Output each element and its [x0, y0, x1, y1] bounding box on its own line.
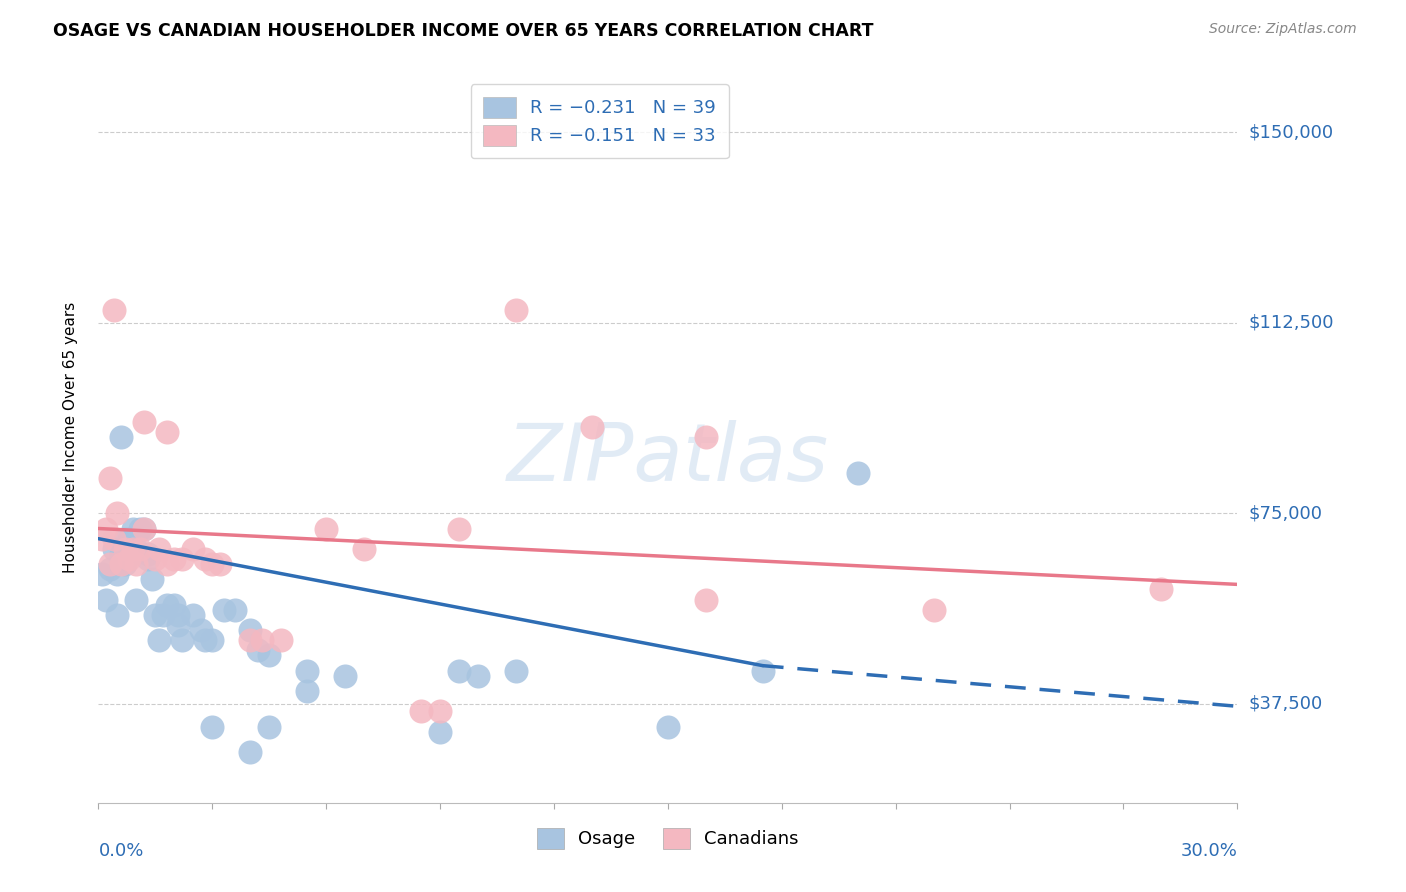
Point: [259, 720, 281, 734]
Text: $150,000: $150,000: [1249, 123, 1333, 141]
Point: [239, 633, 262, 648]
Point: [107, 506, 129, 520]
Point: [224, 603, 246, 617]
Point: [132, 415, 155, 429]
Text: $75,000: $75,000: [1249, 504, 1323, 523]
Point: [156, 557, 179, 571]
Point: [239, 745, 262, 759]
Point: [129, 541, 152, 556]
Point: [163, 552, 186, 566]
Point: [429, 724, 451, 739]
Point: [239, 623, 262, 637]
Point: [297, 684, 319, 698]
Point: [695, 592, 717, 607]
Point: [136, 552, 159, 566]
Point: [411, 705, 433, 719]
Point: [103, 541, 125, 556]
Point: [121, 521, 143, 535]
Point: [695, 430, 717, 444]
Point: [125, 592, 148, 607]
Point: [94, 521, 117, 535]
Point: [581, 420, 603, 434]
Point: [110, 557, 132, 571]
Point: [125, 541, 148, 556]
Point: [429, 705, 451, 719]
Point: [156, 425, 179, 439]
Y-axis label: Householder Income Over 65 years: Householder Income Over 65 years: [63, 301, 77, 573]
Point: [201, 720, 224, 734]
Point: [125, 557, 148, 571]
Point: [107, 567, 129, 582]
Point: [110, 430, 132, 444]
Point: [167, 607, 190, 622]
Point: [353, 541, 375, 556]
Point: [156, 598, 179, 612]
Text: $112,500: $112,500: [1249, 314, 1334, 332]
Text: ZIPatlas: ZIPatlas: [506, 420, 830, 498]
Point: [194, 552, 217, 566]
Point: [118, 552, 141, 566]
Point: [167, 618, 190, 632]
Point: [148, 541, 170, 556]
Point: [246, 643, 269, 657]
Text: Source: ZipAtlas.com: Source: ZipAtlas.com: [1209, 22, 1357, 37]
Text: $37,500: $37,500: [1249, 695, 1323, 713]
Point: [467, 669, 489, 683]
Point: [94, 592, 117, 607]
Point: [270, 633, 292, 648]
Point: [752, 664, 775, 678]
Point: [91, 567, 114, 582]
Point: [170, 552, 193, 566]
Point: [98, 471, 121, 485]
Point: [98, 557, 121, 571]
Point: [114, 541, 136, 556]
Point: [183, 607, 205, 622]
Point: [657, 720, 679, 734]
Point: [259, 648, 281, 663]
Point: [201, 557, 224, 571]
Point: [145, 552, 167, 566]
Point: [846, 466, 869, 480]
Point: [98, 562, 121, 576]
Point: [132, 521, 155, 535]
Point: [250, 633, 273, 648]
Point: [505, 664, 527, 678]
Point: [449, 521, 471, 535]
Point: [194, 633, 217, 648]
Point: [449, 664, 471, 678]
Point: [136, 547, 159, 561]
Point: [114, 557, 136, 571]
Text: 0.0%: 0.0%: [98, 842, 143, 860]
Point: [315, 521, 337, 535]
Point: [163, 598, 186, 612]
Point: [183, 541, 205, 556]
Point: [103, 303, 125, 318]
Point: [145, 607, 167, 622]
Point: [152, 607, 174, 622]
Point: [118, 532, 141, 546]
Point: [121, 541, 143, 556]
Point: [297, 664, 319, 678]
Point: [1150, 582, 1173, 597]
Point: [212, 603, 235, 617]
Point: [91, 532, 114, 546]
Point: [114, 532, 136, 546]
Legend: Osage, Canadians: Osage, Canadians: [530, 821, 806, 856]
Point: [132, 521, 155, 535]
Point: [129, 521, 152, 535]
Point: [201, 633, 224, 648]
Point: [190, 623, 212, 637]
Point: [141, 572, 163, 586]
Point: [208, 557, 231, 571]
Point: [170, 633, 193, 648]
Text: OSAGE VS CANADIAN HOUSEHOLDER INCOME OVER 65 YEARS CORRELATION CHART: OSAGE VS CANADIAN HOUSEHOLDER INCOME OVE…: [53, 22, 875, 40]
Point: [107, 607, 129, 622]
Point: [335, 669, 357, 683]
Text: 30.0%: 30.0%: [1181, 842, 1237, 860]
Point: [103, 532, 125, 546]
Point: [110, 547, 132, 561]
Point: [505, 303, 527, 318]
Point: [922, 603, 945, 617]
Point: [148, 633, 170, 648]
